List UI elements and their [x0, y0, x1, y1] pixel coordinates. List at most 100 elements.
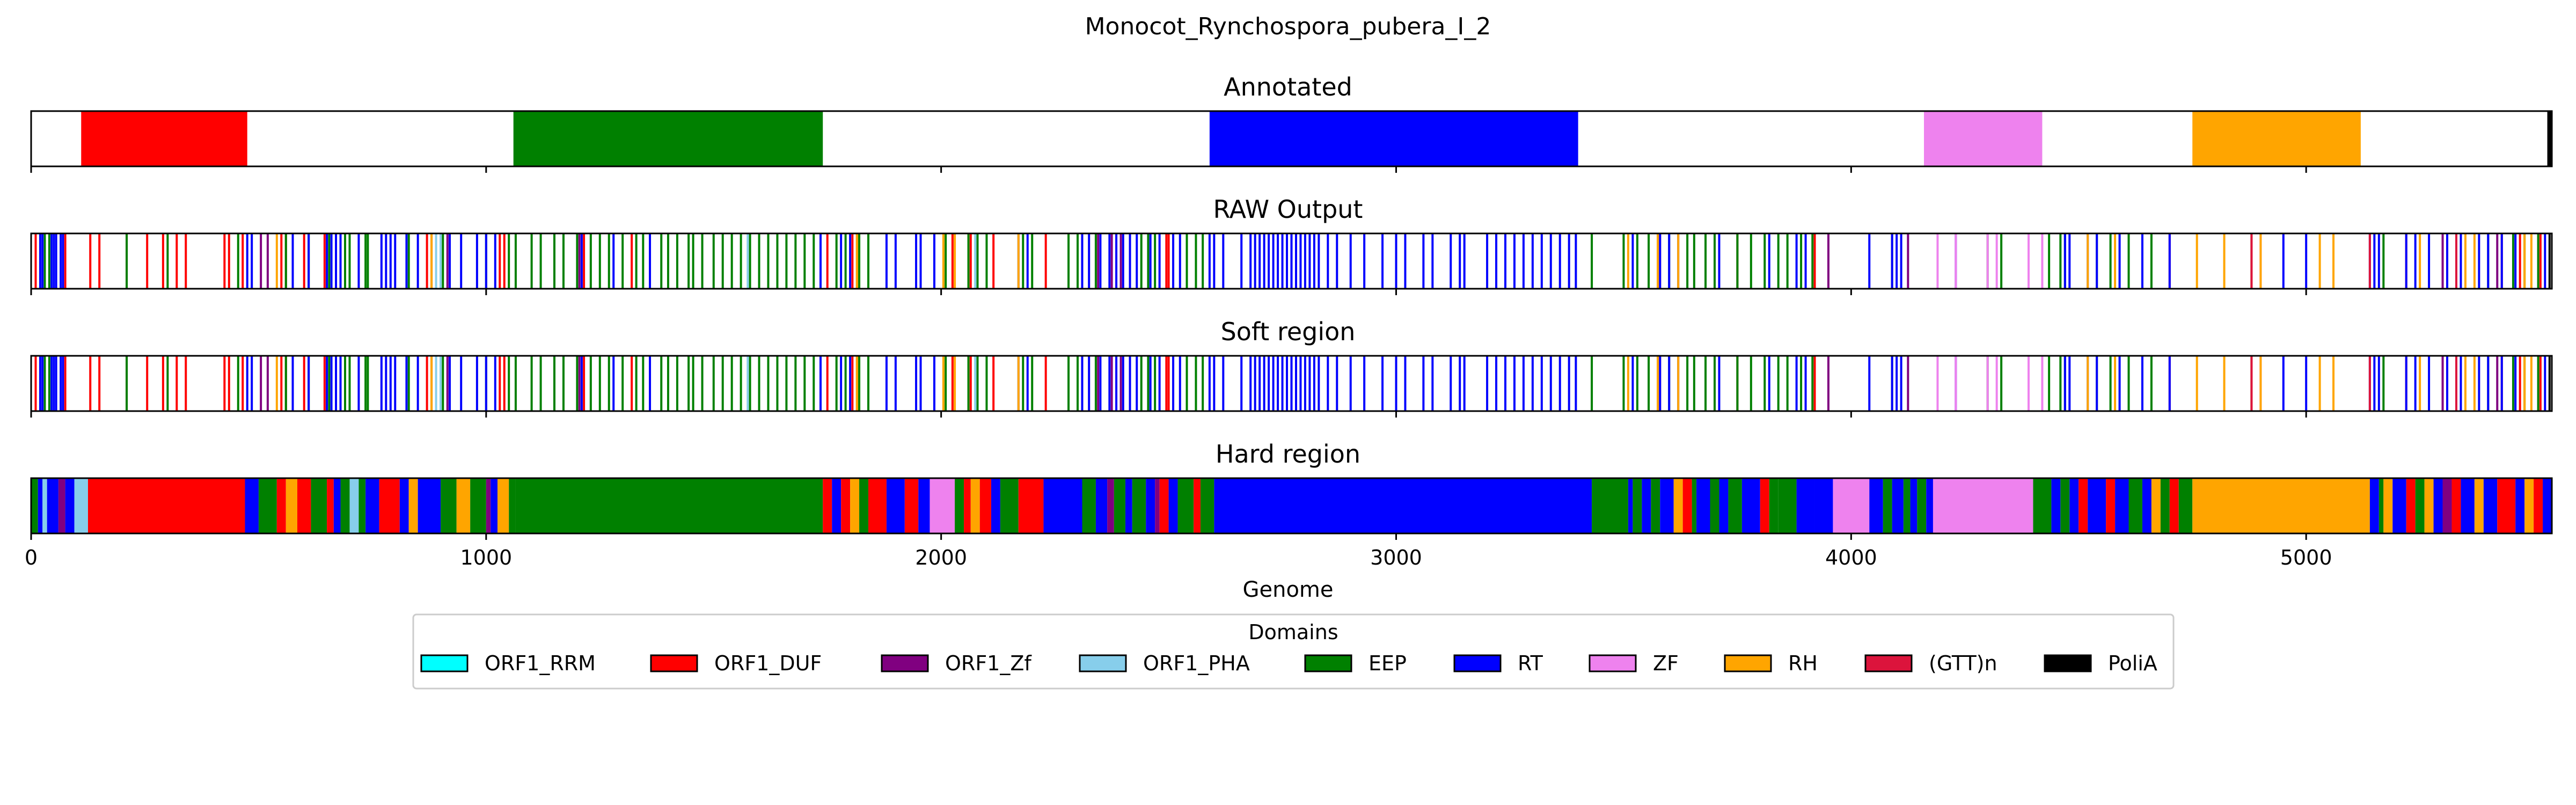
segment-rt — [2543, 478, 2552, 533]
legend-label: ORF1_RRM — [485, 652, 596, 675]
legend-item-orf1-zf: ORF1_Zf — [881, 652, 1032, 675]
legend-label: PoliA — [2108, 652, 2157, 675]
legend-item-rt: RT — [1453, 652, 1543, 675]
segment-orf1-zf — [2442, 478, 2452, 533]
segment-rt — [1214, 478, 1592, 533]
segment-eep — [859, 478, 869, 533]
segment-rh — [286, 478, 297, 533]
x-tick-label: 2000 — [915, 546, 967, 569]
segment-rt — [333, 478, 341, 533]
segment-rt — [1095, 478, 1108, 533]
segment-eep — [1592, 478, 1628, 533]
panel-title: Annotated — [1224, 72, 1352, 101]
segment-eep — [1769, 478, 1779, 533]
panel-title: RAW Output — [1213, 195, 1363, 224]
panel-frame — [30, 477, 2553, 535]
legend-swatch — [881, 654, 929, 672]
segment-rt — [1168, 478, 1178, 533]
segment-orf1-duf — [87, 478, 245, 533]
segment-orf1-zf — [486, 478, 491, 533]
legend-label: (GTT)n — [1929, 652, 1997, 675]
segment-rt — [1642, 478, 1651, 533]
segment-orf1-zf — [1155, 478, 1160, 533]
segment-eep — [1651, 478, 1660, 533]
segment-zf — [930, 478, 955, 533]
segment-rh — [2151, 478, 2161, 533]
segment-rt — [2369, 478, 2379, 533]
segment-rt — [1146, 478, 1155, 533]
segment-eep — [441, 478, 457, 533]
segment-zf — [1933, 478, 2033, 533]
legend-item-polia: PoliA — [2044, 652, 2157, 675]
segment-rt — [2515, 478, 2525, 533]
legend-swatch — [1453, 654, 1502, 672]
segment-rt — [1796, 478, 1815, 533]
segment-orf1-duf — [841, 478, 851, 533]
segment-rh — [1673, 478, 1683, 533]
segment-eep — [955, 478, 964, 533]
x-tick-label: 3000 — [1370, 546, 1422, 569]
segment-orf1-zf — [58, 478, 65, 533]
segment-orf1-pha — [74, 478, 88, 533]
segment-orf1-duf — [823, 478, 832, 533]
segment-rt — [2433, 478, 2443, 533]
panel-annotated: Annotated — [30, 72, 2553, 173]
legend-label: RH — [1788, 652, 1818, 675]
segment-eep — [358, 478, 366, 533]
legend-label: RT — [1518, 652, 1543, 675]
panel-plot-area — [34, 233, 2551, 289]
segment-orf1-duf — [904, 478, 919, 533]
panel-title: Soft region — [1221, 317, 1356, 346]
segment-orf1-duf — [297, 478, 311, 533]
segment-rt — [1043, 478, 1082, 533]
segment-rt — [1741, 478, 1760, 533]
segment-eep — [515, 478, 823, 533]
legend-item-gtt-n: (GTT)n — [1864, 652, 1997, 675]
legend-item-orf1-rrm: ORF1_RRM — [420, 652, 596, 675]
segment-eep — [258, 478, 277, 533]
legend-item-eep: EEP — [1304, 652, 1407, 675]
panel-plot-area — [34, 356, 2551, 411]
segment-rt — [1660, 478, 1674, 533]
segment-rt — [2088, 478, 2106, 533]
segment-rh — [2383, 478, 2393, 533]
segment-eep — [1177, 478, 1194, 533]
x-tick-label: 5000 — [2280, 546, 2332, 569]
segment-rt — [47, 478, 58, 533]
segment-eep — [2033, 478, 2052, 533]
segment-eep — [1778, 478, 1797, 533]
segment-rt — [1209, 111, 1578, 166]
segment-orf1-duf — [276, 478, 286, 533]
segment-orf1-duf — [2497, 478, 2516, 533]
segment-eep — [509, 478, 516, 533]
x-tick-label: 1000 — [460, 546, 512, 569]
segment-eep — [1883, 478, 1892, 533]
segment-rt — [2483, 478, 2498, 533]
legend-swatch — [650, 654, 698, 672]
segment-eep — [1000, 478, 1019, 533]
segment-rt — [2142, 478, 2151, 533]
segment-eep — [2379, 478, 2384, 533]
segment-rh — [2524, 478, 2534, 533]
segment-rh — [2192, 478, 2370, 533]
legend-swatch — [1864, 654, 1913, 672]
segment-rt — [1926, 478, 1933, 533]
x-tick-label: 4000 — [1825, 546, 1877, 569]
x-axis-label: Genome — [1242, 577, 1333, 602]
segment-rh — [970, 478, 980, 533]
segment-orf1-zf — [1107, 478, 1114, 533]
segment-orf1-duf — [979, 478, 991, 533]
panels: Annotated RAW Output Soft region Hard regio… — [25, 72, 2553, 569]
segment-orf1-duf — [1159, 478, 1169, 533]
segment-eep — [2178, 478, 2193, 533]
legend-title: Domains — [1248, 620, 1338, 644]
segment-rt — [1628, 478, 1633, 533]
legend-label: EEP — [1368, 652, 1407, 675]
segment-eep — [470, 478, 486, 533]
segment-rt — [886, 478, 905, 533]
segment-orf1-duf — [2534, 478, 2543, 533]
segment-orf1-duf — [1194, 478, 1201, 533]
segment-rt — [491, 478, 498, 533]
segment-rt — [1696, 478, 1710, 533]
